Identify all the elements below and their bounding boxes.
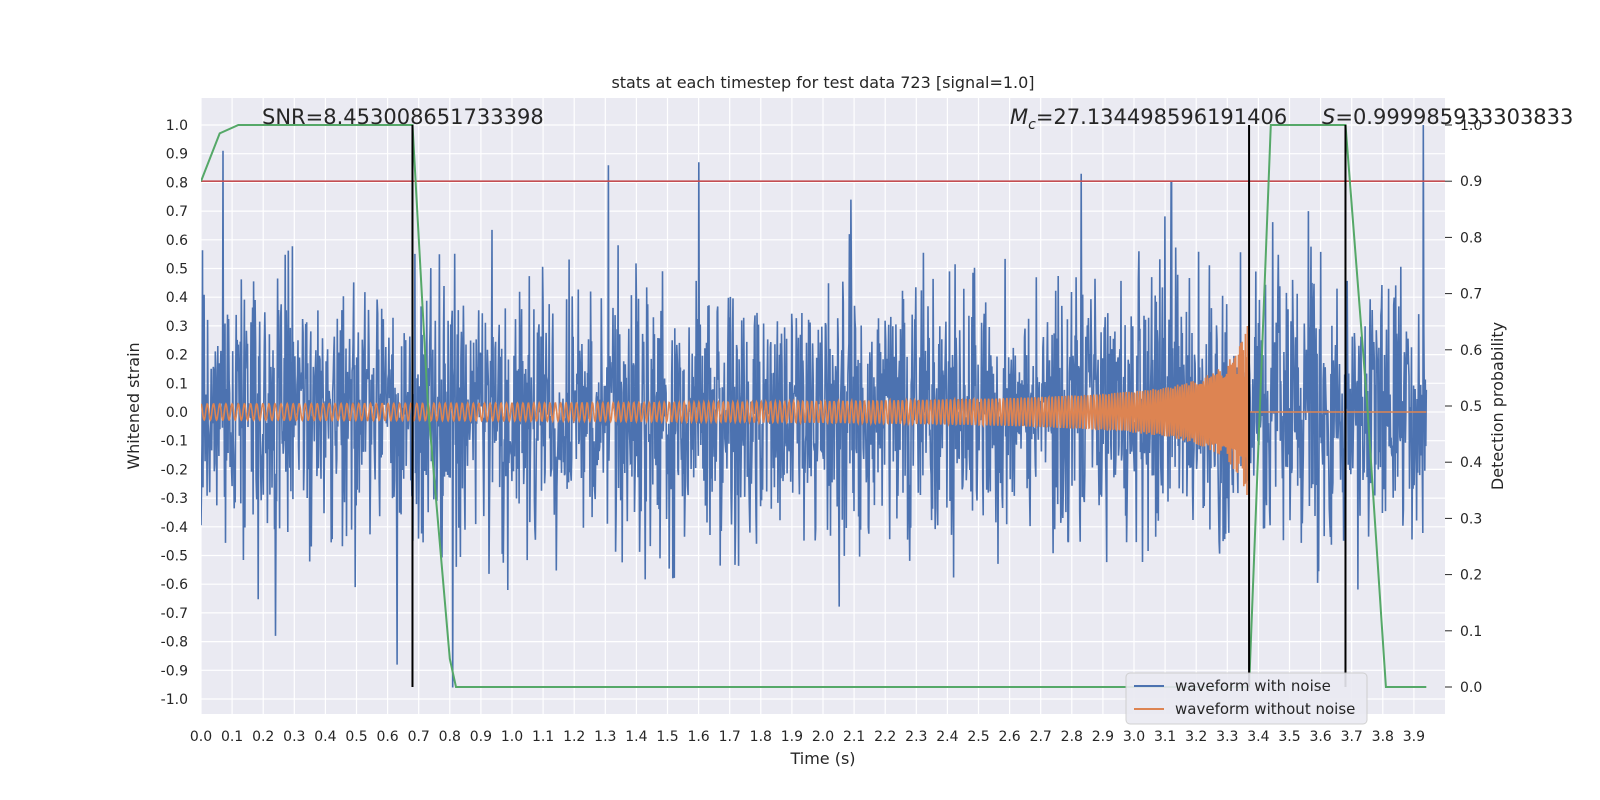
y-tick-label: 0.4	[166, 290, 188, 306]
y-tick-label: -1.0	[161, 692, 188, 708]
y2-tick-label: 0.2	[1460, 568, 1482, 584]
legend-label-clean: waveform without noise	[1175, 700, 1355, 718]
y-tick-label: 0.3	[166, 319, 188, 335]
mc-subscript: c	[1028, 117, 1036, 133]
x-tick-label: 3.4	[1247, 729, 1269, 745]
y2-tick-label: 0.9	[1460, 174, 1482, 190]
y-tick-label: -0.5	[161, 549, 188, 565]
x-tick-label: 3.2	[1185, 729, 1207, 745]
s-value: =0.999985933303833	[1335, 105, 1573, 129]
x-tick-label: 2.6	[998, 729, 1020, 745]
x-axis-label: Time (s)	[789, 749, 855, 768]
score-annotation: S=0.999985933303833	[1322, 105, 1573, 129]
y-tick-label: -0.1	[161, 434, 188, 450]
y-tick-label: -0.8	[161, 635, 188, 651]
y-tick-label: -0.7	[161, 606, 188, 622]
y2-tick-label: 0.8	[1460, 230, 1482, 246]
x-tick-label: 0.2	[252, 729, 274, 745]
y-axis-label: Whitened strain	[124, 342, 143, 469]
x-tick-label: 2.0	[812, 729, 834, 745]
y-tick-label: -0.9	[161, 663, 188, 679]
x-tick-label: 0.5	[345, 729, 367, 745]
x-tick-label: 1.2	[563, 729, 585, 745]
y-tick-label: -0.4	[161, 520, 188, 536]
x-tick-label: 3.8	[1372, 729, 1394, 745]
y2-tick-label: 0.3	[1460, 511, 1482, 527]
x-tick-label: 3.5	[1278, 729, 1300, 745]
y-tick-label: -0.3	[161, 491, 188, 507]
x-tick-label: 2.3	[905, 729, 927, 745]
y-tick-label: 0.5	[166, 262, 188, 278]
y-tick-label: 0.6	[166, 233, 188, 249]
data-layer	[201, 124, 1445, 688]
y-tick-labels: 1.0 0.9 0.8 0.7 0.6 0.5 0.4 0.3 0.2 0.1 0.0 -0.1 -0.…	[161, 118, 188, 708]
x-tick-label: 3.7	[1341, 729, 1363, 745]
x-tick-label: 0.3	[283, 729, 305, 745]
y2-tick-labels: 1.0 0.9 0.8 0.7 0.6 0.5 0.4 0.3 0.2 0.1 0.0	[1445, 118, 1482, 696]
x-tick-label: 2.8	[1061, 729, 1083, 745]
x-tick-label: 3.3	[1216, 729, 1238, 745]
y-tick-label: 0.7	[166, 204, 188, 220]
x-tick-labels: 0.0 0.1 0.2 0.3 0.4 0.5 0.6 0.7 0.8 0.9 1.0 1.1 1.2 1…	[190, 729, 1425, 745]
x-tick-label: 1.8	[750, 729, 772, 745]
y2-tick-label: 0.4	[1460, 455, 1482, 471]
y2-tick-label: 0.7	[1460, 287, 1482, 303]
y-tick-label: -0.6	[161, 577, 188, 593]
series-waveform-without-noise	[201, 325, 1427, 496]
chart-title: stats at each timestep for test data 723…	[611, 73, 1034, 92]
x-tick-label: 3.9	[1403, 729, 1425, 745]
x-tick-label: 2.2	[874, 729, 896, 745]
y-tick-label: 0.8	[166, 175, 188, 191]
legend-box	[1125, 672, 1368, 725]
x-tick-label: 3.0	[1123, 729, 1145, 745]
x-tick-label: 0.9	[470, 729, 492, 745]
y-tick-label: 0.9	[166, 147, 188, 163]
y-tick-label: 0.1	[166, 376, 188, 392]
y2-tick-label: 0.1	[1460, 624, 1482, 640]
x-tick-label: 0.7	[408, 729, 430, 745]
x-tick-label: 3.6	[1309, 729, 1331, 745]
x-tick-label: 2.9	[1092, 729, 1114, 745]
x-tick-label: 3.1	[1154, 729, 1176, 745]
x-tick-label: 1.5	[656, 729, 678, 745]
x-tick-label: 2.5	[967, 729, 989, 745]
x-tick-label: 2.4	[936, 729, 958, 745]
x-tick-label: 2.7	[1030, 729, 1052, 745]
x-tick-label: 1.3	[594, 729, 616, 745]
x-tick-label: 0.4	[314, 729, 336, 745]
y2-tick-label: 1.0	[1460, 118, 1482, 134]
y2-tick-label: 0.6	[1460, 343, 1482, 359]
y2-tick-label: 0.0	[1460, 680, 1482, 696]
chirp-mass-annotation: Mc=27.134498596191406	[1010, 105, 1287, 133]
x-tick-label: 1.0	[501, 729, 523, 745]
y2-axis-label: Detection probability	[1488, 322, 1507, 490]
y2-tick-label: 0.5	[1460, 399, 1482, 415]
x-tick-label: 0.6	[376, 729, 398, 745]
x-tick-label: 1.1	[532, 729, 554, 745]
x-tick-label: 1.6	[687, 729, 709, 745]
s-symbol: S	[1322, 105, 1335, 129]
y-tick-label: 0.2	[166, 348, 188, 364]
x-tick-label: 1.7	[719, 729, 741, 745]
x-tick-label: 0.0	[190, 729, 212, 745]
x-tick-label: 0.1	[221, 729, 243, 745]
x-tick-label: 1.4	[625, 729, 647, 745]
y-tick-label: 1.0	[166, 118, 188, 134]
y-tick-label: 0.0	[166, 405, 188, 421]
snr-annotation: SNR=8.453008651733398	[262, 105, 544, 129]
mc-symbol: M	[1010, 105, 1028, 129]
mc-value: =27.134498596191406	[1036, 105, 1287, 129]
y-tick-label: -0.2	[161, 462, 188, 478]
series-detection-probability	[201, 124, 1427, 688]
x-tick-label: 1.9	[781, 729, 803, 745]
legend: waveform with noise waveform without noi…	[1125, 672, 1368, 725]
x-tick-label: 2.1	[843, 729, 865, 745]
legend-label-noise: waveform with noise	[1175, 677, 1331, 695]
x-tick-label: 0.8	[439, 729, 461, 745]
